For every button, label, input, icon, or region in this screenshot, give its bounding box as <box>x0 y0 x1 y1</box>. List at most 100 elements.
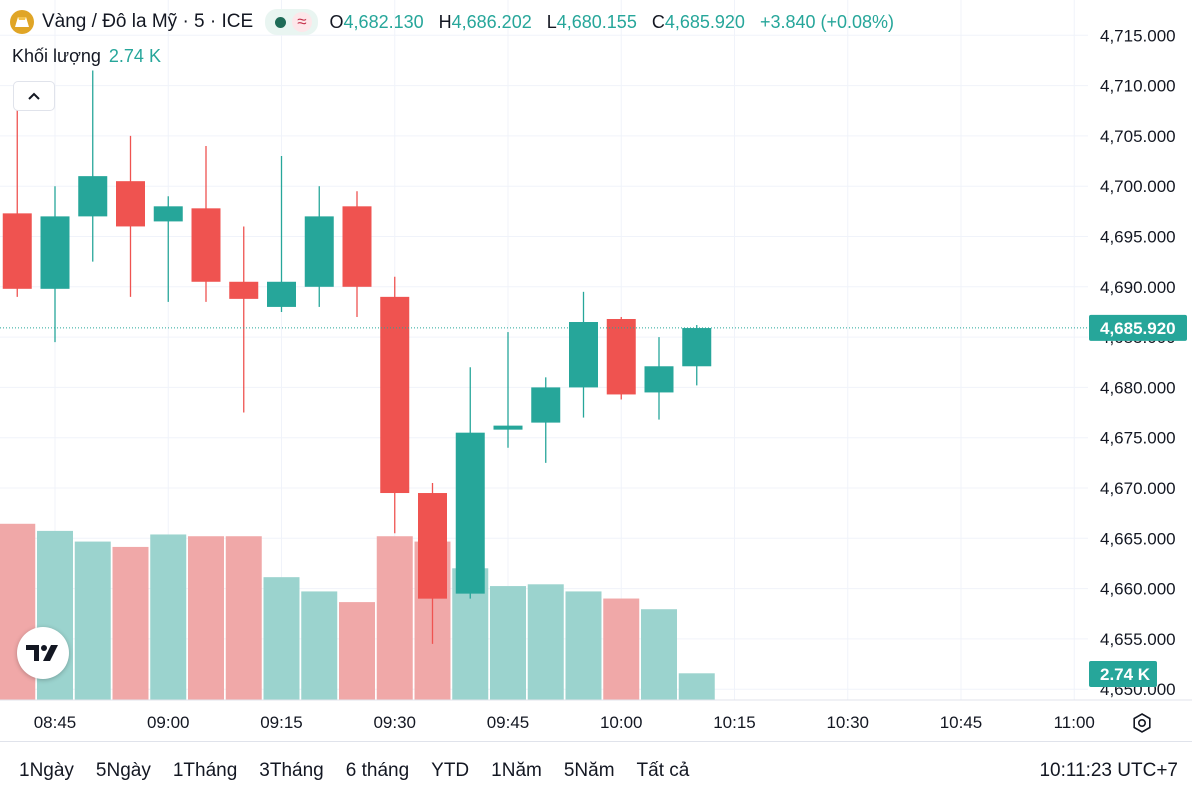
gold-bar-icon <box>10 10 34 34</box>
volume-bar-14 <box>527 584 564 700</box>
time-tick-label-8: 10:45 <box>940 713 983 732</box>
close-value: 4,685.920 <box>664 11 745 32</box>
range-button-5[interactable]: YTD <box>431 760 470 781</box>
volume-value: 2.74 K <box>108 46 161 66</box>
candle-body-4 <box>153 206 183 222</box>
range-button-6[interactable]: 1Năm <box>491 760 542 781</box>
clock[interactable]: 10:11:23 UTC+7 <box>1039 760 1178 781</box>
time-tick-label-7: 10:30 <box>826 713 869 732</box>
price-tick-label-0: 4,715.000 <box>1100 26 1176 45</box>
high-value: 4,686.202 <box>451 11 532 32</box>
candle-body-8 <box>304 216 334 287</box>
candle-body-3 <box>116 181 145 227</box>
collapse-legend-button[interactable] <box>13 81 55 111</box>
time-tick-label-6: 10:15 <box>713 713 756 732</box>
volume-bars <box>0 523 715 700</box>
price-chart[interactable]: 4,715.000 4,710.000 4,705.000 4,700.000 4,69… <box>0 0 1192 740</box>
volume-bar-2 <box>74 541 111 700</box>
range-selector: 1Ngày 5Ngày 1Tháng 3Tháng 6 tháng YTD 1Năm 5Năm… <box>8 760 700 782</box>
candle-body-14 <box>531 387 561 423</box>
volume-label: Khối lượng <box>12 46 101 66</box>
open-value: 4,682.130 <box>343 11 424 32</box>
open-key: O <box>329 11 344 32</box>
time-tick-label-9: 11:00 <box>1054 713 1095 732</box>
candle-body-1 <box>40 216 70 289</box>
last-price-badge-label: 4,685.920 <box>1100 319 1176 338</box>
wave-icon: ≈ <box>292 12 312 32</box>
chart-legend: Vàng / Đô la Mỹ · 5 · ICE ≈ O4,682.130 H… <box>10 8 904 36</box>
volume-bar-18 <box>678 673 715 700</box>
range-button-7[interactable]: 5Năm <box>563 760 615 781</box>
volume-bar-10 <box>376 536 413 700</box>
candle-body-17 <box>644 366 674 393</box>
high-key: H <box>438 11 452 32</box>
price-tick-label-4: 4,695.000 <box>1100 228 1176 247</box>
time-tick-label-1: 09:00 <box>147 713 190 732</box>
candle-body-11 <box>418 493 447 599</box>
volume-bar-8 <box>301 591 338 700</box>
candle-body-15 <box>569 322 598 388</box>
bottom-toolbar: 1Ngày 5Ngày 1Tháng 3Tháng 6 tháng YTD 1Năm 5Năm… <box>0 741 1192 796</box>
close-key: C <box>651 11 665 32</box>
price-tick-label-7: 4,680.000 <box>1100 378 1176 397</box>
time-tick-label-5: 10:00 <box>600 713 643 732</box>
volume-badge <box>1089 661 1157 687</box>
volume-badge-label: 2.74 K <box>1100 665 1151 684</box>
volume-bar-15 <box>565 591 602 700</box>
live-dot-icon <box>275 16 287 28</box>
time-tick-label-2: 09:15 <box>260 713 303 732</box>
range-button-3[interactable]: 3Tháng <box>259 760 324 781</box>
volume-bar-17 <box>641 609 677 700</box>
volume-bar-6 <box>225 536 262 700</box>
low-value: 4,680.155 <box>556 11 637 32</box>
volume-bar-9 <box>339 602 375 700</box>
change-value: +3.840 (+0.08%) <box>759 11 895 32</box>
volume-bar-13 <box>490 586 526 700</box>
tradingview-logo-icon[interactable] <box>17 627 69 679</box>
volume-legend[interactable]: Khối lượng 2.74 K <box>12 46 161 67</box>
candle-body-6 <box>229 281 259 299</box>
price-tick-label-1: 4,710.000 <box>1100 77 1176 96</box>
range-button-4[interactable]: 6 tháng <box>345 760 410 781</box>
candle-body-2 <box>78 176 108 217</box>
candle-body-5 <box>191 208 221 282</box>
last-price-badge <box>1089 314 1187 341</box>
candle-body-16 <box>606 318 636 395</box>
time-tick-label-4: 09:45 <box>487 713 530 732</box>
volume-bar-7 <box>263 577 300 700</box>
price-tick-label-8: 4,675.000 <box>1100 429 1176 448</box>
candle-body-10 <box>380 296 410 494</box>
candlesticks <box>2 70 712 644</box>
low-key: L <box>546 11 557 32</box>
candle-body-18 <box>682 328 712 367</box>
range-button-2[interactable]: 1Tháng <box>172 760 238 781</box>
price-tick-label-2: 4,705.000 <box>1100 127 1176 146</box>
candle-body-9 <box>342 206 372 287</box>
time-tick-label-0: 08:45 <box>34 713 77 732</box>
price-tick-label-12: 4,655.000 <box>1100 630 1176 649</box>
price-axis[interactable]: 4,715.000 4,710.000 4,705.000 4,700.000 4,69… <box>1089 26 1187 699</box>
volume-bar-5 <box>188 536 224 700</box>
symbol-title[interactable]: Vàng / Đô la Mỹ · 5 · ICE <box>42 11 254 32</box>
candle-body-7 <box>267 281 296 307</box>
ohlc-values: O4,682.130 H4,686.202 L4,680.155 C4,685.… <box>330 12 905 33</box>
price-tick-label-3: 4,700.000 <box>1100 177 1176 196</box>
candle-body-0 <box>2 213 32 289</box>
volume-bar-3 <box>112 546 149 700</box>
range-button-8[interactable]: Tất cả <box>636 760 690 781</box>
time-axis[interactable]: 08:45 09:00 09:15 09:30 09:45 10:00 10:15 10:30… <box>0 699 1192 732</box>
range-button-1[interactable]: 5Ngày <box>95 760 151 781</box>
volume-bar-4 <box>150 534 187 700</box>
price-tick-label-11: 4,660.000 <box>1100 580 1176 599</box>
range-button-0[interactable]: 1Ngày <box>19 760 74 781</box>
time-tick-label-3: 09:30 <box>373 713 416 732</box>
status-pill[interactable]: ≈ <box>265 9 318 35</box>
chevron-up-icon <box>28 92 40 100</box>
candle-body-13 <box>493 425 523 430</box>
settings-icon[interactable] <box>1129 710 1155 736</box>
price-tick-label-5: 4,690.000 <box>1100 278 1176 297</box>
price-tick-label-10: 4,665.000 <box>1100 529 1176 548</box>
candle-body-12 <box>455 432 485 594</box>
price-tick-label-9: 4,670.000 <box>1100 479 1176 498</box>
volume-bar-16 <box>603 598 640 700</box>
